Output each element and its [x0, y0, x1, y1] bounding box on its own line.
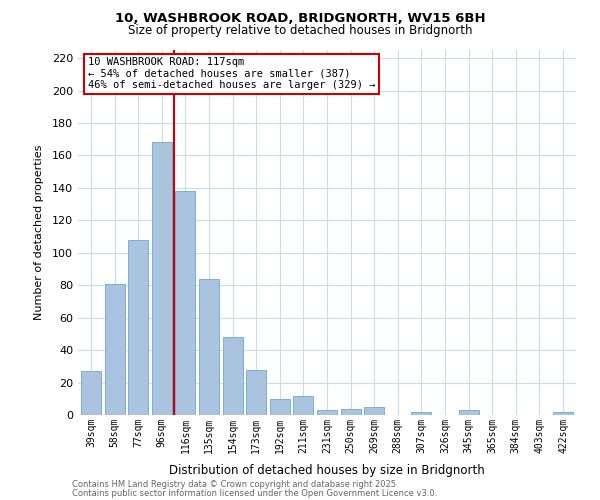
Bar — [199, 278, 219, 415]
Bar — [104, 284, 125, 415]
Bar — [458, 410, 479, 415]
Bar — [175, 191, 196, 415]
Bar — [293, 396, 313, 415]
Bar — [128, 240, 148, 415]
Bar — [223, 337, 242, 415]
Bar — [364, 407, 384, 415]
Text: 10 WASHBROOK ROAD: 117sqm
← 54% of detached houses are smaller (387)
46% of semi: 10 WASHBROOK ROAD: 117sqm ← 54% of detac… — [88, 58, 376, 90]
Bar — [341, 408, 361, 415]
Text: Contains public sector information licensed under the Open Government Licence v3: Contains public sector information licen… — [72, 488, 437, 498]
Bar — [317, 410, 337, 415]
Bar — [553, 412, 573, 415]
Y-axis label: Number of detached properties: Number of detached properties — [34, 145, 44, 320]
Text: Contains HM Land Registry data © Crown copyright and database right 2025.: Contains HM Land Registry data © Crown c… — [72, 480, 398, 489]
Bar — [81, 371, 101, 415]
X-axis label: Distribution of detached houses by size in Bridgnorth: Distribution of detached houses by size … — [169, 464, 485, 477]
Text: 10, WASHBROOK ROAD, BRIDGNORTH, WV15 6BH: 10, WASHBROOK ROAD, BRIDGNORTH, WV15 6BH — [115, 12, 485, 25]
Bar — [152, 142, 172, 415]
Text: Size of property relative to detached houses in Bridgnorth: Size of property relative to detached ho… — [128, 24, 472, 37]
Bar — [246, 370, 266, 415]
Bar — [270, 399, 290, 415]
Bar — [412, 412, 431, 415]
